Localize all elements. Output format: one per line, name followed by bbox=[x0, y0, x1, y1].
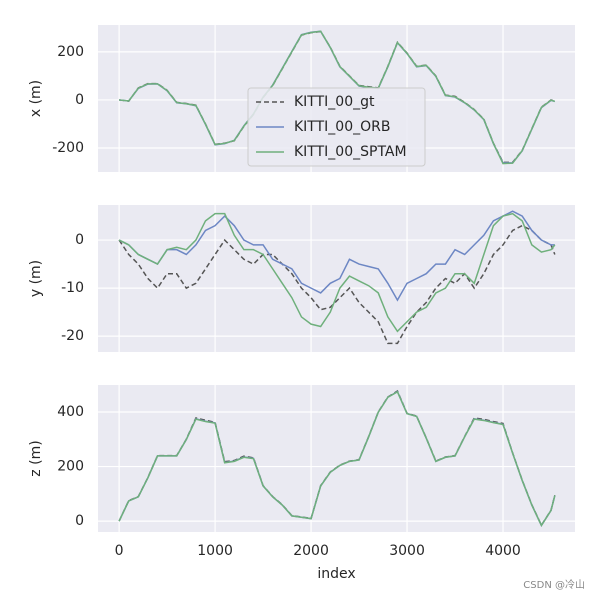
series-line bbox=[118, 210, 555, 302]
series-group bbox=[119, 30, 556, 165]
y-tick-label: 0 bbox=[75, 232, 84, 248]
y-tick-label: -200 bbox=[52, 140, 84, 156]
series-line bbox=[118, 212, 556, 333]
series-line bbox=[118, 224, 556, 345]
x-tick-label: 0 bbox=[115, 543, 124, 559]
series-group bbox=[118, 210, 556, 345]
series-line bbox=[119, 30, 556, 165]
x-tick-label: 1000 bbox=[197, 543, 233, 559]
watermark: CSDN @冷山 bbox=[523, 578, 585, 591]
x-tick-label: 4000 bbox=[485, 543, 521, 559]
legend-text: KITTI_00_ORB bbox=[294, 119, 390, 135]
y-tick-label: 200 bbox=[57, 44, 84, 60]
y-axis-label: y (m) bbox=[28, 260, 44, 297]
y-tick-label: 400 bbox=[57, 404, 84, 420]
x-axis-label: index bbox=[317, 566, 355, 582]
legend-text: KITTI_00_gt bbox=[294, 94, 375, 110]
y-tick-label: 0 bbox=[75, 92, 84, 108]
plot-area bbox=[98, 205, 575, 352]
x-tick-label: 3000 bbox=[389, 543, 425, 559]
y-tick-label: -20 bbox=[61, 328, 84, 344]
y-tick-label: 200 bbox=[57, 459, 84, 475]
series-line bbox=[118, 390, 556, 527]
y-tick-label: -10 bbox=[61, 280, 84, 296]
y-axis-label: z (m) bbox=[28, 440, 44, 476]
plot-area bbox=[98, 385, 575, 532]
legend-box bbox=[247, 87, 426, 167]
x-tick-label: 2000 bbox=[293, 543, 329, 559]
y-tick-label: 0 bbox=[75, 513, 84, 529]
series-group bbox=[118, 389, 556, 527]
y-axis-label: x (m) bbox=[28, 80, 44, 117]
legend-text: KITTI_00_SPTAM bbox=[294, 144, 407, 160]
